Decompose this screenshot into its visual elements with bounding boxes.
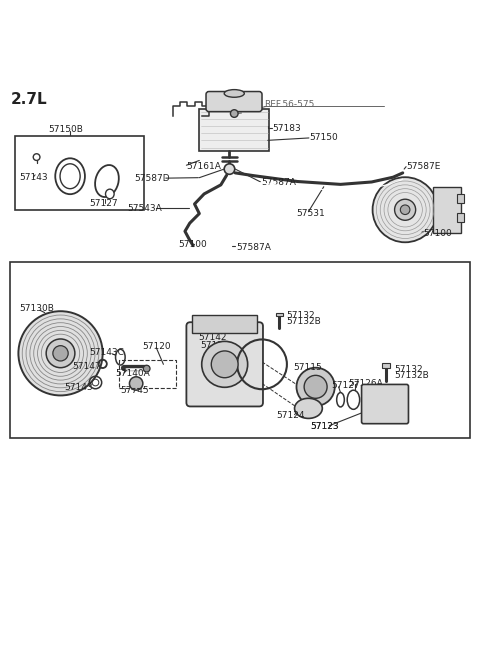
Circle shape	[297, 368, 335, 406]
Text: 57140A: 57140A	[116, 370, 150, 379]
Text: 57123: 57123	[311, 422, 339, 431]
Bar	[15, 135, 144, 210]
Circle shape	[130, 377, 143, 390]
Text: 57142: 57142	[198, 333, 227, 342]
Text: 57100: 57100	[179, 240, 207, 249]
Ellipse shape	[106, 189, 114, 199]
Text: 57143: 57143	[64, 383, 93, 392]
FancyBboxPatch shape	[186, 322, 263, 406]
Circle shape	[144, 366, 150, 372]
Bar	[382, 364, 390, 368]
Bar	[433, 187, 461, 233]
Circle shape	[211, 351, 238, 378]
Text: 57143: 57143	[19, 173, 48, 182]
Text: 57531: 57531	[296, 209, 325, 218]
Circle shape	[395, 199, 416, 220]
Text: 57745: 57745	[120, 386, 149, 394]
Text: REF.56-575: REF.56-575	[264, 100, 314, 109]
Text: 57147: 57147	[72, 362, 101, 371]
Bar	[10, 262, 470, 438]
Text: 57124: 57124	[276, 411, 305, 420]
Text: 57543A: 57543A	[128, 204, 162, 213]
Bar	[199, 109, 269, 151]
Circle shape	[202, 341, 248, 387]
Text: 57132B: 57132B	[394, 371, 429, 380]
Text: 57132B: 57132B	[287, 317, 321, 326]
Circle shape	[304, 375, 327, 398]
Text: 57132: 57132	[287, 311, 315, 320]
Text: 57127: 57127	[331, 381, 360, 390]
Circle shape	[372, 177, 438, 242]
Text: 57587A: 57587A	[262, 178, 297, 187]
Text: 57587D: 57587D	[135, 174, 170, 183]
Text: 57587E: 57587E	[407, 162, 441, 171]
Ellipse shape	[295, 398, 323, 419]
Bar	[192, 315, 257, 334]
Circle shape	[224, 164, 235, 175]
Text: 57115: 57115	[294, 363, 323, 371]
Text: 57135: 57135	[201, 341, 229, 350]
Text: 57127: 57127	[89, 199, 118, 209]
FancyBboxPatch shape	[206, 92, 262, 112]
Bar	[457, 194, 464, 203]
Text: 57183: 57183	[273, 124, 301, 133]
Text: 57143C: 57143C	[89, 348, 124, 357]
Text: 57130B: 57130B	[19, 304, 54, 313]
Bar	[457, 213, 464, 222]
Circle shape	[400, 205, 410, 215]
Text: 57150B: 57150B	[48, 126, 84, 134]
Ellipse shape	[224, 90, 244, 97]
Text: 57123: 57123	[311, 422, 339, 431]
Text: 57150: 57150	[310, 133, 338, 143]
Text: 57587A: 57587A	[236, 243, 271, 252]
Bar	[120, 360, 176, 388]
Text: 57132: 57132	[394, 365, 423, 373]
Circle shape	[18, 311, 103, 396]
Circle shape	[230, 110, 238, 117]
Text: 57126A: 57126A	[348, 379, 384, 388]
Text: 2.7L: 2.7L	[10, 92, 47, 107]
Text: 57120: 57120	[142, 341, 170, 351]
Bar	[276, 313, 283, 317]
Circle shape	[53, 346, 68, 361]
Circle shape	[46, 339, 75, 368]
Text: 57161A: 57161A	[186, 162, 221, 171]
FancyBboxPatch shape	[361, 385, 408, 424]
Text: 57100: 57100	[423, 229, 452, 238]
